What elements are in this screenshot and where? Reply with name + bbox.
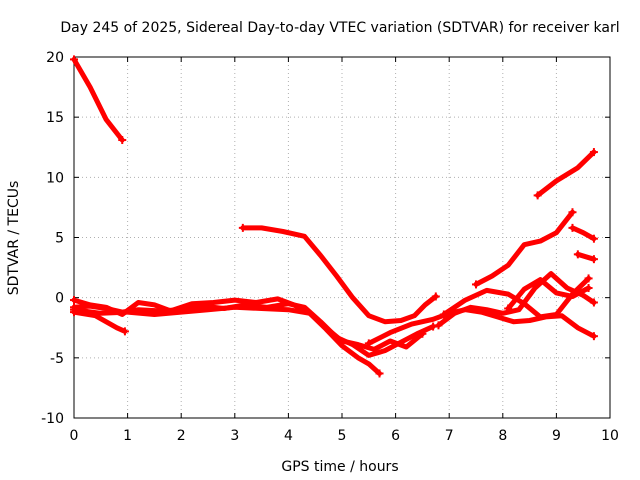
x-tick-label: 5 (338, 428, 347, 444)
series-line-track-2 (240, 225, 439, 325)
y-tick-label: 0 (55, 291, 64, 307)
y-tick-label: 20 (46, 50, 64, 66)
x-axis-label: GPS time / hours (281, 459, 398, 475)
y-tick-label: 10 (46, 170, 64, 186)
y-tick-label: -5 (50, 351, 64, 367)
data-series (70, 55, 598, 378)
x-tick-label: 1 (123, 428, 132, 444)
series-line-track-1 (71, 56, 125, 143)
x-tick-label: 3 (230, 428, 239, 444)
series-line-track-8 (436, 271, 597, 328)
series-line-track-10 (473, 209, 575, 287)
y-tick-label: -10 (41, 411, 64, 427)
series-line-track-5 (71, 309, 128, 334)
y-axis-label: SDTVAR / TECUs (6, 181, 22, 296)
x-tick-label: 7 (445, 428, 454, 444)
x-tick-label: 4 (284, 428, 293, 444)
x-tick-label: 8 (498, 428, 507, 444)
y-tick-label: 5 (55, 231, 64, 247)
x-tick-label: 2 (177, 428, 186, 444)
x-tick-label: 6 (391, 428, 400, 444)
series-line-track-9 (441, 275, 592, 320)
series-line-track-13 (570, 225, 597, 242)
axis-ticks: 0 1 2 3 4 5 6 7 8 9 10 -10 -5 0 5 10 15 20 (41, 50, 619, 444)
y-tick-label: 15 (46, 110, 64, 126)
series-line-track-12 (535, 149, 597, 198)
series-line-track-6 (71, 304, 382, 376)
x-tick-label: 9 (552, 428, 561, 444)
series-line-track-11 (505, 277, 592, 311)
x-tick-label: 10 (601, 428, 619, 444)
grid (74, 57, 610, 418)
x-tick-label: 0 (70, 428, 79, 444)
series-line-track-7 (366, 307, 597, 346)
chart-title: Day 245 of 2025, Sidereal Day-to-day VTE… (60, 20, 619, 36)
